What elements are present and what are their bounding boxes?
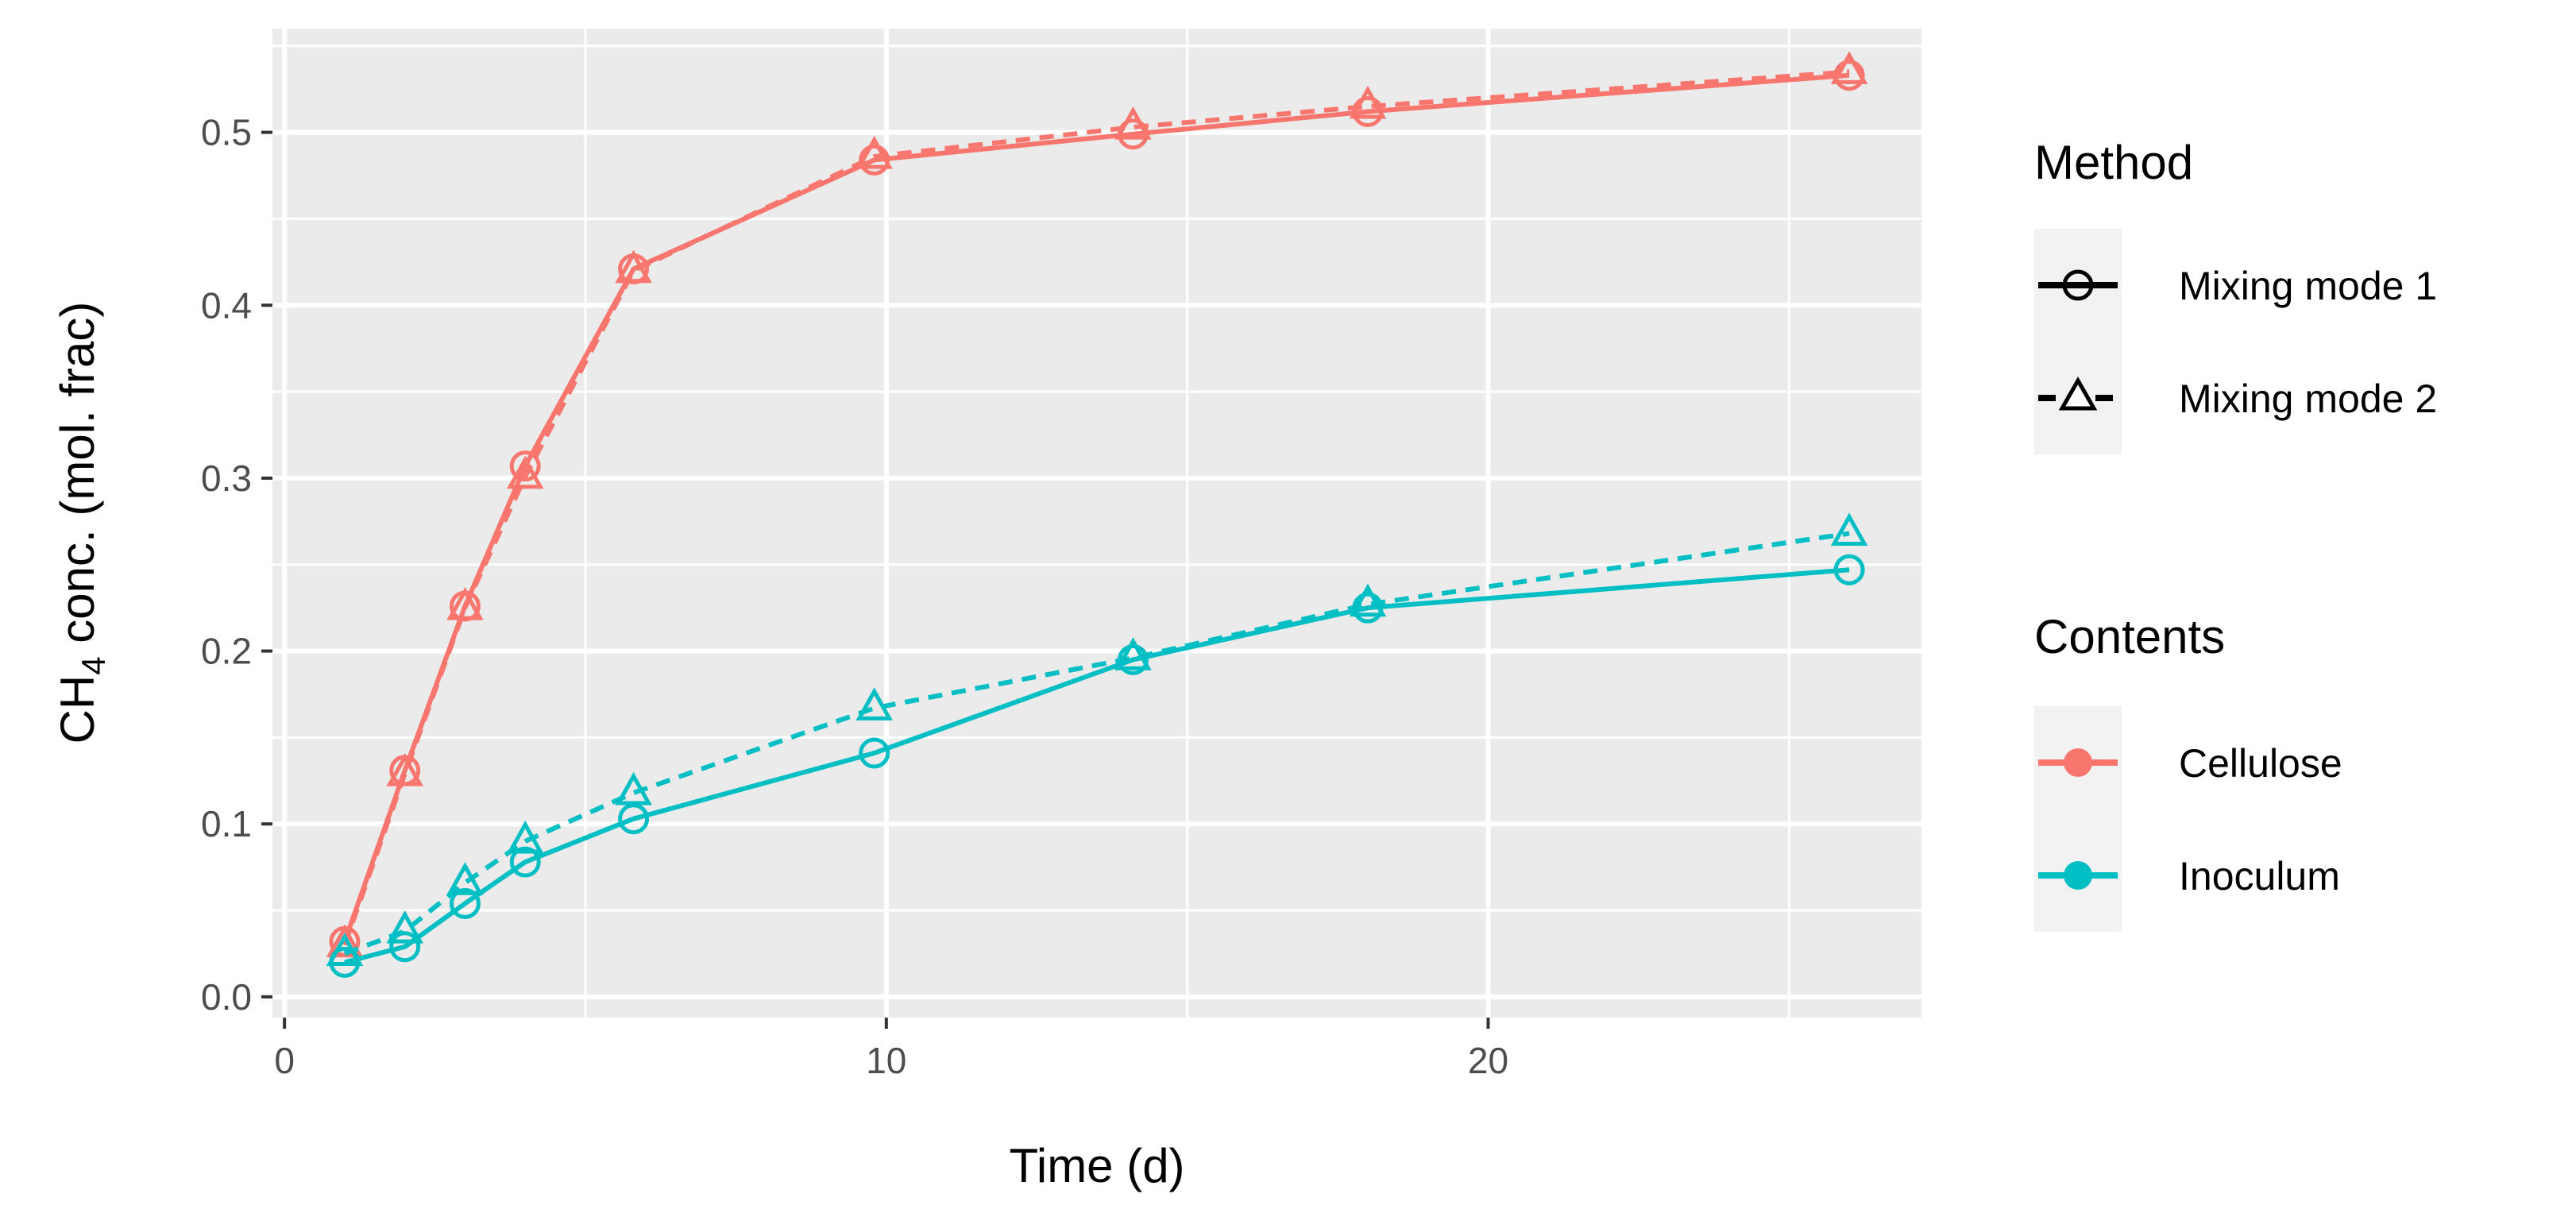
legend-key-mixing-mode-2 [2038, 376, 2118, 411]
y-axis-title-prefix: CH [51, 675, 104, 744]
data-point [326, 924, 364, 958]
data-point [855, 135, 893, 169]
legend-inoculum-dot-icon [2064, 861, 2092, 890]
y-axis-title-suffix: conc. (mol. frac) [51, 302, 104, 657]
data-point [386, 752, 423, 786]
x-tick-label: 10 [866, 1040, 906, 1081]
legend-circle-marker-icon [2062, 269, 2094, 301]
data-point [509, 450, 541, 482]
data-point [509, 846, 541, 878]
legend-label-inoculum: Inoculum [2179, 854, 2340, 898]
data-point [326, 933, 364, 966]
legend: Method Mixing mode 1 Mixing mode 2 Conte… [2034, 136, 2437, 932]
x-tick-label: 20 [1468, 1040, 1508, 1081]
legend-key-inoculum [2038, 861, 2118, 890]
data-point [446, 862, 484, 895]
y-tick-label: 0.0 [201, 976, 252, 1018]
data-point [1114, 637, 1152, 670]
data-point [1830, 512, 1868, 547]
data-point [1349, 583, 1387, 617]
x-axis-title: Time (d) [1009, 1139, 1184, 1192]
data-point [618, 803, 650, 835]
data-point [1830, 51, 1868, 84]
axes: 0 10 20 0.0 0.1 0.2 0.3 0.4 0.5 [201, 112, 1508, 1081]
data-point [1833, 554, 1865, 585]
y-tick-label: 0.5 [201, 112, 252, 153]
y-tick-label: 0.4 [201, 284, 252, 326]
legend-key-cellulose [2038, 748, 2118, 777]
data-point [1349, 85, 1387, 119]
legend-label-mixing-mode-1: Mixing mode 1 [2179, 264, 2437, 308]
legend-label-cellulose: Cellulose [2179, 741, 2342, 786]
data-point [446, 587, 484, 620]
data-point [1114, 106, 1152, 140]
legend-cellulose-dot-icon [2064, 748, 2092, 777]
data-point [615, 249, 652, 284]
data-point [389, 931, 421, 963]
data-point [386, 910, 423, 944]
legend-title-contents: Contents [2034, 610, 2225, 663]
plot-panel [272, 29, 1921, 1018]
series-line-inoculum-mixing-mode-1 [344, 567, 1850, 965]
y-axis-title: CH4 conc. (mol. frac) [51, 302, 112, 744]
series-cellulose-mixing-mode-2 [326, 51, 1868, 958]
legend-triangle-marker-icon [2058, 376, 2098, 411]
data-point [855, 687, 893, 721]
series-layer [326, 51, 1868, 978]
data-point [449, 887, 481, 919]
series-line-cellulose-mixing-mode-2 [342, 69, 1850, 946]
legend-title-method: Method [2034, 136, 2193, 189]
y-tick-label: 0.1 [201, 803, 252, 844]
y-tick-label: 0.2 [201, 631, 252, 672]
legend-label-mixing-mode-2: Mixing mode 2 [2179, 377, 2437, 421]
data-point [615, 771, 652, 806]
x-tick-label: 0 [274, 1040, 295, 1081]
data-point [859, 737, 890, 769]
legend-key-mixing-mode-1 [2038, 269, 2118, 301]
y-tick-label: 0.3 [201, 458, 252, 499]
series-inoculum-mixing-mode-2 [326, 512, 1868, 966]
series-inoculum-mixing-mode-1 [329, 554, 1865, 978]
data-point [506, 820, 544, 854]
y-axis-title-subscript: 4 [75, 656, 112, 674]
series-line-inoculum-mixing-mode-2 [343, 531, 1850, 956]
data-point [506, 455, 544, 489]
